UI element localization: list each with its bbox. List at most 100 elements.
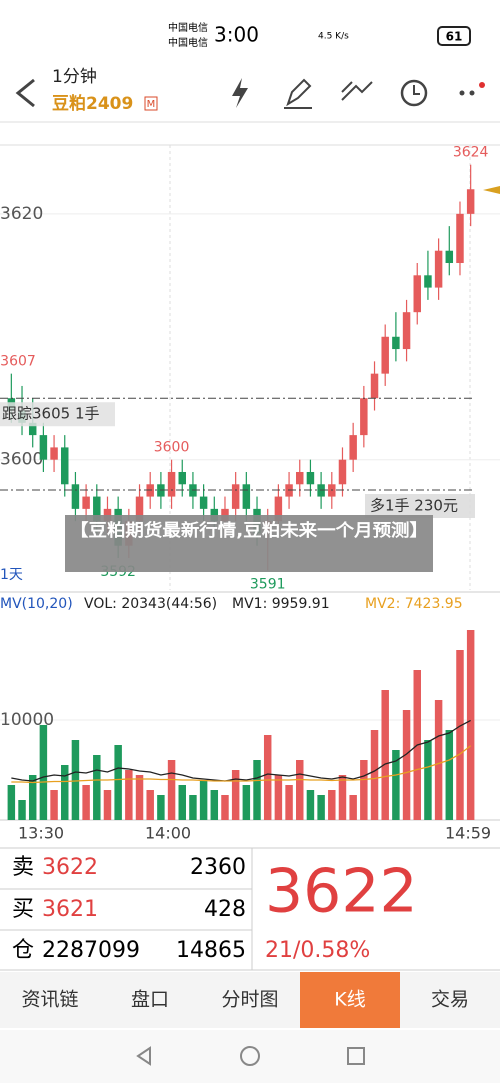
ma-line <box>11 719 471 782</box>
candle-body <box>466 189 475 214</box>
net-speed: 4.5 K/s <box>318 32 349 42</box>
sell-qty: 2360 <box>190 855 246 880</box>
volume-bar <box>178 785 186 820</box>
oi-label: 仓 <box>12 938 34 963</box>
candle-body <box>167 471 176 497</box>
tab[interactable]: 分时图 <box>221 989 278 1011</box>
more-dot[interactable] <box>469 90 475 96</box>
candle-body <box>306 471 315 485</box>
volume-bar <box>456 650 464 820</box>
candle-body <box>456 213 464 264</box>
banner-text: 【豆粕期货最新行情,豆粕未来一个月预测】 <box>70 520 428 541</box>
flash-icon[interactable] <box>232 78 248 108</box>
candle-body <box>135 496 144 522</box>
volume-bar <box>125 770 133 820</box>
volume-bar <box>114 745 122 820</box>
volume-bar <box>306 790 315 820</box>
badge-box <box>144 96 158 111</box>
nav-home[interactable] <box>240 1046 260 1066</box>
x-tick-label: 14:00 <box>145 824 191 843</box>
carrier: 中国电信 <box>168 36 208 49</box>
volume-bar <box>349 795 357 820</box>
candle-body <box>381 336 389 374</box>
position-box <box>365 494 475 518</box>
nav-bar <box>0 1030 500 1083</box>
tab[interactable]: 交易 <box>431 989 469 1011</box>
volume-bar <box>434 700 443 820</box>
volume-bar <box>61 765 69 820</box>
candle-body <box>199 496 208 509</box>
back-button[interactable] <box>15 78 35 108</box>
draw-icon[interactable] <box>284 78 312 109</box>
volume-bar <box>242 785 251 820</box>
candle-body <box>296 471 304 485</box>
volume-bar <box>445 730 454 820</box>
volume-bar <box>71 740 80 820</box>
tab[interactable]: K线 <box>334 989 365 1011</box>
volume-bar <box>317 795 325 820</box>
tab[interactable]: 资讯链 <box>21 989 78 1011</box>
carrier: 中国电信 <box>168 21 208 34</box>
volume-bar <box>82 785 90 820</box>
y-tick-label: 3620 <box>0 204 43 224</box>
clock-icon[interactable] <box>400 79 428 107</box>
high-label: 3624 <box>453 145 489 161</box>
battery-level: 61 <box>446 30 463 44</box>
volume-bar <box>210 790 219 820</box>
volume-bar <box>328 790 336 820</box>
position-label: 多1手 230元 <box>370 497 458 515</box>
period[interactable]: 1分钟 <box>52 67 97 87</box>
volume-bar <box>392 750 400 820</box>
candle-body <box>71 484 80 509</box>
volume-bar <box>285 785 293 820</box>
sell-price: 3622 <box>42 855 98 880</box>
volume-bar <box>157 795 165 820</box>
volume-bar <box>135 775 144 820</box>
volume-bar <box>370 730 379 820</box>
volume-bar <box>167 760 176 820</box>
nav-recent[interactable] <box>347 1047 365 1065</box>
volume-bar <box>231 770 240 820</box>
volume-bar <box>296 760 304 820</box>
x-tick-label: 13:30 <box>18 824 64 843</box>
high-label: 3607 <box>0 354 36 370</box>
more-dot[interactable] <box>459 90 465 96</box>
y-tick-label: 3600 <box>0 450 43 470</box>
volume-legend: MV1: 9959.91 <box>232 596 330 612</box>
candle-body <box>39 435 48 460</box>
volume-legend: MV2: 7423.95 <box>365 596 463 612</box>
buy-qty: 428 <box>204 897 246 922</box>
clock-hand <box>413 85 420 95</box>
battery <box>437 26 471 46</box>
banner-box <box>65 515 433 572</box>
volume-bar <box>402 710 411 820</box>
candle-body <box>413 275 421 313</box>
track-label: 跟踪3605 1手 <box>2 405 100 423</box>
volume-bar <box>39 725 48 820</box>
notice-dot <box>479 82 485 88</box>
nav-back[interactable] <box>136 1046 151 1066</box>
indicator-icon[interactable] <box>341 81 373 101</box>
clock: 3:00 <box>214 23 259 47</box>
last-price: 3622 <box>265 857 418 927</box>
volume-bar <box>253 760 261 820</box>
candle-body <box>424 275 432 288</box>
volume-bar <box>28 775 37 820</box>
change: 21/0.58% <box>265 938 370 963</box>
symbol[interactable]: 豆粕2409 <box>52 93 133 114</box>
period-label: 1天 <box>0 567 23 583</box>
candle-body <box>28 422 37 436</box>
volume-legend: MV(10,20) <box>0 596 73 612</box>
candle-body <box>231 484 240 509</box>
candle-body <box>93 496 101 522</box>
volume-bar <box>466 630 475 820</box>
volume-legend: VOL: 20343(44:56) <box>84 596 217 612</box>
candle-body <box>274 496 283 522</box>
volume-bar <box>338 775 347 820</box>
volume-bar <box>424 740 432 820</box>
volume-bar <box>274 775 283 820</box>
tab[interactable]: 盘口 <box>131 989 169 1011</box>
track-box <box>0 402 115 427</box>
volume-bar <box>18 800 26 820</box>
